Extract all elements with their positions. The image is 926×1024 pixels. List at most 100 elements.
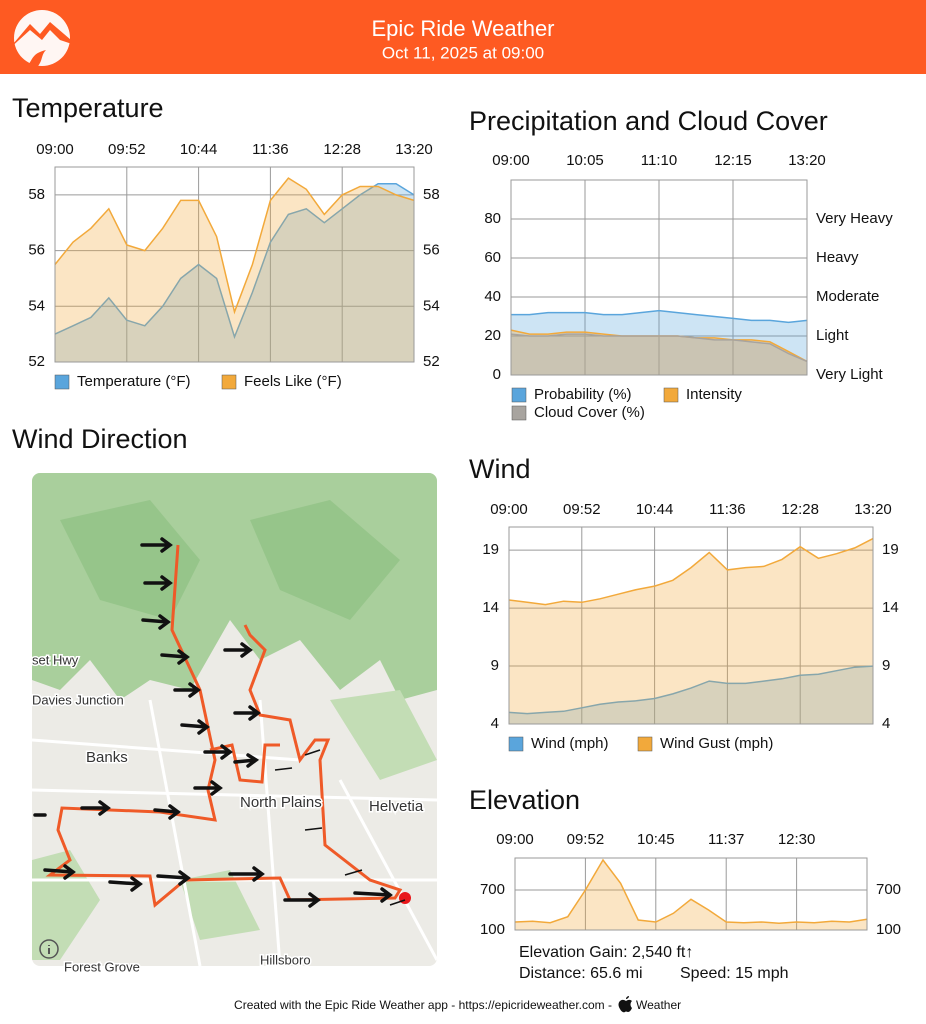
y2-tick-label: Very Light [816, 366, 884, 383]
x-tick-label: 11:10 [641, 152, 677, 169]
y-tick-label: 52 [28, 353, 45, 370]
x-tick-label: 10:45 [637, 831, 675, 848]
y-tick-label: 56 [28, 242, 45, 259]
y2-tick-label: 9 [882, 657, 890, 674]
legend-swatch [663, 387, 679, 403]
map-label: Forest Grove [64, 959, 140, 974]
elevation-gain: Elevation Gain: 2,540 ft↑ [519, 944, 693, 961]
y-tick-label: 100 [480, 921, 505, 938]
section-title: Wind Direction [12, 424, 188, 454]
legend-label: Temperature (°F) [77, 373, 191, 390]
legend-swatch [637, 736, 653, 752]
y-tick-label: 60 [484, 249, 501, 266]
y2-tick-label: Light [816, 327, 849, 344]
x-tick-label: 10:44 [636, 501, 674, 518]
area [511, 330, 807, 375]
x-tick-label: 09:52 [563, 501, 601, 518]
x-tick-label: 12:30 [778, 831, 816, 848]
plot-frame [510, 179, 808, 376]
y-tick-label: 54 [28, 297, 45, 314]
map-label: Hillsboro [260, 952, 311, 967]
x-tick-label: 09:52 [567, 831, 605, 848]
area [509, 666, 873, 724]
map-label: Davies Junction [32, 692, 124, 707]
map: set Hwy Davies Junction Banks North Plains H… [31, 473, 437, 976]
header-subtitle: Oct 11, 2025 at 09:00 [382, 43, 544, 62]
header-bar [0, 0, 926, 74]
legend-label: Intensity [686, 386, 742, 403]
footer-credit: Created with the Epic Ride Weather app -… [234, 998, 612, 1012]
plot-frame [54, 166, 415, 363]
plot-frame [514, 857, 868, 931]
x-tick-label: 09:00 [36, 141, 74, 158]
y2-tick-label: 56 [423, 242, 440, 259]
legend-label: Cloud Cover (%) [534, 404, 645, 421]
y2-tick-label: Very Heavy [816, 210, 893, 227]
chart-title: Wind [469, 454, 531, 484]
x-tick-label: 09:00 [492, 152, 530, 169]
legend-label: Wind Gust (mph) [660, 735, 773, 752]
x-tick-label: 09:00 [496, 831, 534, 848]
area [55, 183, 414, 362]
y2-tick-label: 4 [882, 715, 890, 732]
line [510, 333, 808, 363]
x-tick-label: 09:00 [490, 501, 528, 518]
line [511, 309, 808, 324]
legend-swatch [54, 374, 70, 390]
distance: Distance: 65.6 mi [519, 965, 643, 982]
area [511, 334, 807, 375]
x-tick-label: 13:20 [854, 501, 892, 518]
legend-swatch [511, 387, 527, 403]
line [54, 177, 415, 315]
map-label: Helvetia [369, 798, 424, 815]
x-tick-label: 11:36 [709, 501, 745, 518]
legend-swatch [511, 405, 527, 421]
x-tick-label: 13:20 [395, 141, 433, 158]
x-tick-label: 10:44 [180, 141, 218, 158]
y2-tick-label: 54 [423, 297, 440, 314]
y2-tick-label: 100 [876, 921, 901, 938]
chart-title: Precipitation and Cloud Cover [469, 106, 828, 136]
line [514, 858, 868, 925]
x-tick-label: 11:36 [252, 141, 288, 158]
x-tick-label: 11:37 [708, 831, 744, 848]
apple-logo [618, 996, 632, 1013]
y-tick-label: 700 [480, 881, 505, 898]
speed: Speed: 15 mph [680, 965, 789, 982]
legend-swatch [221, 374, 237, 390]
y2-tick-label: 700 [876, 881, 901, 898]
area [55, 178, 414, 362]
y-tick-label: 9 [491, 657, 499, 674]
y2-tick-label: 19 [882, 541, 899, 558]
chart-title: Elevation [469, 785, 580, 815]
y-tick-label: 14 [482, 599, 499, 616]
map-label: Banks [86, 749, 128, 766]
map-label: set Hwy [32, 652, 79, 667]
x-tick-label: 12:28 [781, 501, 819, 518]
y-tick-label: 40 [484, 288, 501, 305]
area [515, 860, 867, 930]
x-tick-label: 10:05 [566, 152, 604, 169]
y2-tick-label: Moderate [816, 288, 879, 305]
x-tick-label: 12:28 [323, 141, 361, 158]
x-tick-label: 12:15 [714, 152, 752, 169]
y-tick-label: 58 [28, 186, 45, 203]
y-tick-label: 20 [484, 327, 501, 344]
legend-swatch [508, 736, 524, 752]
y2-tick-label: 58 [423, 186, 440, 203]
chart-title: Temperature [12, 93, 164, 123]
logo [8, 10, 78, 70]
x-tick-label: 09:52 [108, 141, 146, 158]
header-title: Epic Ride Weather [371, 16, 554, 41]
line [508, 537, 874, 606]
legend-label: Feels Like (°F) [244, 373, 342, 390]
y2-tick-label: Heavy [816, 249, 859, 266]
y-tick-label: 0 [493, 366, 501, 383]
x-tick-label: 13:20 [788, 152, 826, 169]
y-tick-label: 80 [484, 210, 501, 227]
line [54, 182, 415, 340]
legend-label: Wind (mph) [531, 735, 609, 752]
y2-tick-label: 52 [423, 353, 440, 370]
